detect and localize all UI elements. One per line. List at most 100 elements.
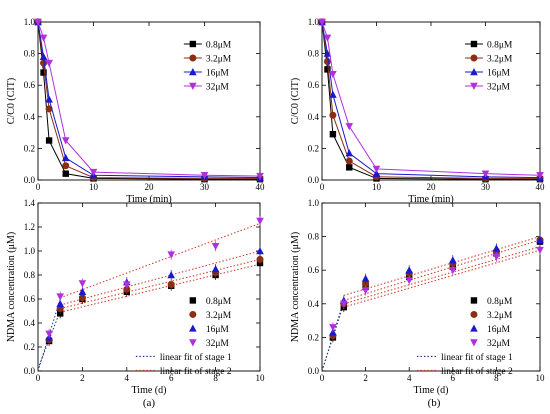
plot-frame [321, 202, 541, 372]
x-tick-label: 8 [213, 373, 218, 383]
y-axis-label: NDMA concentration (μM) [290, 232, 301, 342]
legend-marker [470, 297, 478, 304]
data-point [34, 18, 42, 26]
x-tick-label: 20 [427, 182, 437, 192]
fit-line [343, 239, 541, 301]
data-point [39, 52, 48, 60]
data-point [167, 281, 175, 289]
data-point [211, 265, 220, 273]
data-point [56, 299, 64, 307]
data-point [256, 172, 264, 181]
legend-marker [470, 324, 478, 332]
x-tick-label: 6 [169, 373, 174, 383]
y-tick-label: 0.6 [308, 265, 320, 275]
data-point [481, 170, 490, 178]
x-tick-label: 10 [89, 182, 99, 192]
data-point [536, 172, 544, 180]
legend-label: 3.2μM [487, 55, 513, 65]
legend-label: 32μM [206, 339, 230, 349]
y-tick-label: 0.0 [308, 175, 320, 185]
legend-label: 0.8μM [487, 297, 513, 307]
data-point [329, 324, 337, 332]
y-tick-label: 0.8 [24, 49, 36, 59]
data-point [167, 271, 175, 279]
data-point [200, 172, 209, 180]
panel-label: (a) [143, 397, 156, 409]
legend-label: 16μM [206, 325, 230, 335]
fit-line [60, 222, 261, 299]
legend-label: 3.2μM [487, 311, 513, 321]
data-point [329, 90, 337, 98]
y-tick-label: 0.0 [24, 366, 36, 376]
legend-marker [189, 82, 197, 90]
legend: 0.8μM 3.2μM 16μM 32μM [183, 41, 232, 93]
y-tick-label: 0.4 [24, 318, 36, 328]
x-tick-label: 4 [125, 373, 130, 383]
legend-marker [189, 339, 197, 347]
legend-label: 3.2μM [206, 55, 232, 65]
legend-label: 32μM [206, 83, 230, 93]
data-point [61, 137, 70, 145]
data-point [492, 244, 501, 252]
legend: 0.8μM 3.2μM 16μM 32μM [464, 40, 513, 93]
data-point [405, 266, 413, 274]
y-axis-label: C/C0 (CIT) [290, 78, 301, 124]
data-point [323, 34, 332, 42]
plot-frame [37, 202, 261, 372]
legend-fit-label: linear fit of stage 1 [441, 352, 513, 363]
data-point [256, 217, 264, 225]
y-axis-label: C/C0 (CIT) [6, 78, 17, 124]
legend-marker [470, 40, 478, 48]
legend-marker [189, 297, 197, 304]
x-tick-label: 40 [256, 182, 266, 192]
x-tick-label: 6 [451, 373, 456, 383]
y-axis-label: NDMA concentration (μM) [6, 232, 17, 342]
data-point [345, 149, 354, 157]
y-tick-label: 1.0 [308, 17, 320, 27]
x-axis-label: Time (d) [132, 385, 167, 396]
data-point [449, 256, 457, 264]
legend-marker [470, 310, 478, 318]
legend-label: 3.2μM [206, 311, 232, 321]
chart-a-bottom: 0 2 4 6 8 10 0.0 0.2 0.4 0.6 0.8 1.0 1.2 1.4 Time (d) N… [6, 198, 265, 396]
legend-fit-label: linear fit of stage 2 [441, 366, 513, 377]
data-point [211, 243, 220, 251]
data-point [256, 255, 264, 263]
x-tick-label: 30 [200, 182, 210, 192]
y-tick-label: 1.2 [24, 222, 35, 232]
y-tick-label: 0.8 [308, 49, 320, 59]
fit-line [343, 236, 541, 296]
legend-label: 0.8μM [487, 41, 513, 51]
y-tick-label: 0.6 [24, 80, 36, 90]
data-point [536, 235, 544, 244]
legend-fit-label: linear fit of stage 1 [160, 352, 232, 363]
y-tick-label: 1.0 [24, 246, 36, 256]
legend-marker [189, 324, 197, 332]
legend-marker [470, 82, 478, 90]
data-point [372, 169, 381, 177]
fit-line [60, 250, 261, 306]
x-tick-label: 0 [36, 182, 41, 192]
data-point [492, 253, 501, 261]
fit-line [343, 246, 541, 305]
y-tick-label: 0.2 [308, 143, 319, 153]
x-tick-label: 10 [256, 373, 266, 383]
legend-label: 16μM [206, 69, 230, 79]
fit-line [60, 263, 261, 313]
x-tick-label: 2 [80, 373, 85, 383]
x-tick-label: 0 [320, 182, 325, 192]
data-point [40, 69, 47, 76]
data-point [123, 281, 131, 289]
legend-marker [189, 310, 197, 318]
data-point [329, 111, 337, 119]
y-tick-label: 0.2 [24, 342, 35, 352]
x-tick-label: 20 [145, 182, 155, 192]
y-tick-label: 1.0 [308, 198, 320, 208]
data-point [40, 59, 48, 67]
data-point [361, 287, 370, 295]
data-point [45, 137, 53, 144]
x-tick-label: 8 [494, 373, 499, 383]
data-point [89, 168, 98, 177]
data-point [449, 267, 457, 275]
